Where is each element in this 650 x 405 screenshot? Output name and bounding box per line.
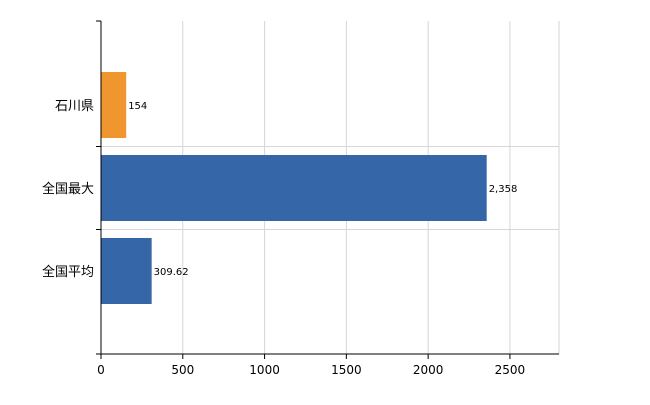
- data-label: 2,358: [489, 184, 518, 195]
- data-label: 154: [128, 101, 147, 112]
- category-label: 石川県: [55, 99, 94, 114]
- x-tick-label: 2000: [413, 363, 444, 377]
- x-tick-label: 1000: [249, 363, 280, 377]
- data-label: 309.62: [154, 267, 189, 278]
- x-tick-label: 2500: [495, 363, 526, 377]
- x-tick-label: 0: [97, 363, 105, 377]
- category-label: 全国最大: [42, 181, 94, 197]
- x-tick-label: 500: [171, 363, 194, 377]
- bar: [101, 238, 152, 304]
- category-label: 全国平均: [42, 264, 94, 280]
- x-tick-label: 1500: [331, 363, 362, 377]
- bar: [101, 72, 127, 138]
- bar: [101, 155, 487, 221]
